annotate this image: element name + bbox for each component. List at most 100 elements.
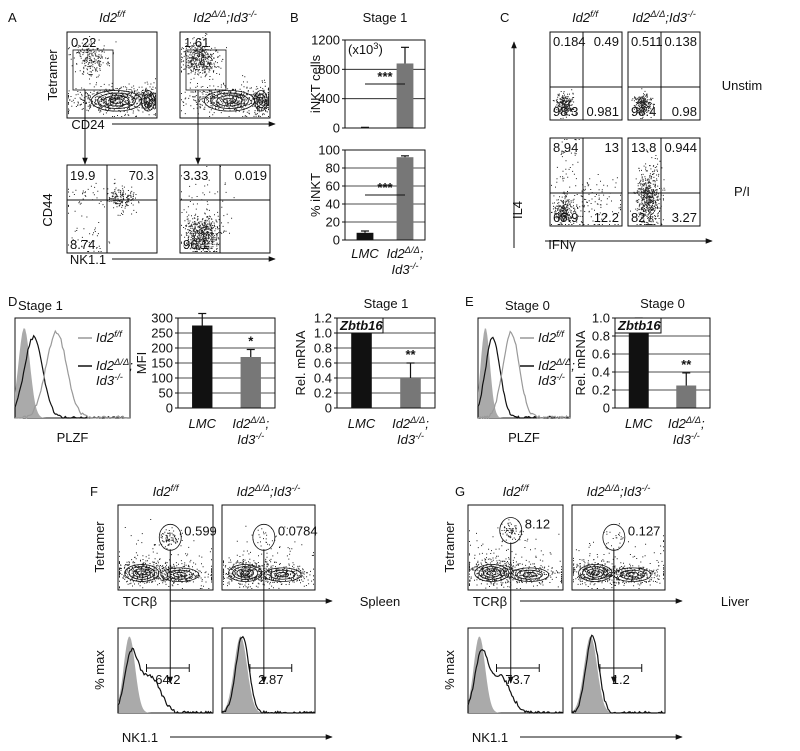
axis-label: TCRβ [473, 594, 507, 609]
text-run: ; [701, 416, 705, 431]
bar [628, 318, 649, 408]
density-contour [258, 96, 264, 105]
legend-label: Id2Δ/Δ; [96, 357, 133, 373]
superscript: Δ/Δ [254, 483, 270, 493]
text-run: ; [129, 358, 133, 373]
event-dots [631, 88, 655, 119]
density-contour [216, 95, 243, 107]
y-tick-label: 0.4 [314, 371, 332, 386]
x-tick-label: Id3-/- [237, 431, 264, 447]
superscript: f/f [590, 9, 599, 19]
control-histogram [15, 328, 130, 418]
superscript: 3 [373, 41, 378, 51]
event-dots [223, 525, 314, 589]
density-contour [578, 564, 613, 582]
event-dots [119, 519, 212, 589]
y-tick-label: 200 [151, 341, 173, 356]
text-run: Id3 [392, 262, 411, 277]
x-tick-label: Id3-/- [397, 431, 424, 447]
x-tick-label: Id2Δ/Δ; [392, 415, 429, 431]
axis-label: NK1.1 [472, 730, 508, 745]
y-tick-label: 0 [325, 401, 332, 416]
y-tick-label: 40 [326, 197, 340, 212]
text-run: Id2 [587, 484, 606, 499]
density-contour [222, 97, 237, 104]
panel-letter: D [8, 294, 17, 309]
flow-plot [179, 164, 271, 254]
quadrant-value: 19.9 [70, 168, 95, 183]
quadrant-value: 96.1 [183, 237, 208, 252]
text-run: Id2 [538, 358, 557, 373]
y-tick-label: 300 [151, 311, 173, 326]
quadrant-value: 0.981 [586, 104, 619, 119]
text-run: Id2 [538, 330, 557, 345]
text-run: Id2 [96, 358, 115, 373]
tissue-label: Spleen [360, 594, 400, 609]
text-run: ) [379, 42, 383, 57]
event-dots [552, 89, 577, 119]
superscript: Δ/Δ [113, 357, 129, 367]
density-contour [228, 564, 263, 582]
legend-label: Id3-/- [96, 372, 123, 388]
y-tick-label: 60 [326, 179, 340, 194]
y-tick-label: 0.8 [314, 341, 332, 356]
quadrant-value: 0.944 [664, 140, 697, 155]
superscript: -/- [255, 431, 264, 441]
panel-letter: C [500, 10, 509, 25]
y-tick-label: 20 [326, 215, 340, 230]
axis-label: IFNγ [548, 237, 576, 252]
annotation-box [336, 317, 384, 334]
quadrant-value: 0.184 [553, 34, 586, 49]
axis-label: PLZF [57, 430, 89, 445]
genotype-label: Id2Δ/Δ;Id3-/- [193, 9, 257, 25]
legend-label: Id2f/f [538, 329, 565, 345]
y-tick-label: 150 [151, 356, 173, 371]
superscript: -/- [114, 372, 123, 382]
y-tick-label: 100 [318, 143, 340, 158]
significance: ** [405, 347, 416, 362]
text-run: Id2 [503, 484, 522, 499]
x-tick-label: LMC [348, 416, 376, 431]
density-contour [590, 570, 600, 576]
panel-letter: F [90, 484, 98, 499]
bar [351, 333, 372, 408]
density-contour [236, 568, 255, 578]
annotation: (x103) [348, 41, 383, 57]
text-run: Id3 [538, 373, 557, 388]
quadrant-value: 3.27 [672, 210, 697, 225]
panel-letter: E [465, 294, 474, 309]
text-run: ;Id3 [620, 484, 642, 499]
axis-label: % max [92, 650, 107, 690]
text-run: Id2 [96, 330, 115, 345]
quadrant-value: 70.3 [129, 168, 154, 183]
density-contour [478, 566, 505, 580]
superscript: -/- [691, 431, 700, 441]
gate-value: 0.0784 [278, 523, 318, 538]
density-contour [173, 572, 187, 578]
density-contour [482, 568, 501, 578]
text-run: Id3 [673, 432, 692, 447]
axis-label: TCRβ [123, 594, 157, 609]
bar [676, 385, 697, 408]
density-contour [103, 95, 130, 107]
y-tick-label: 0 [333, 121, 340, 136]
y-axis-label: Rel. mRNA [293, 330, 308, 395]
tissue-label: Liver [721, 594, 750, 609]
axis-label: NK1.1 [70, 252, 106, 267]
control-histogram [478, 328, 570, 418]
y-axis-label: Rel. mRNA [573, 330, 588, 395]
sample-histogram [477, 336, 571, 419]
genotype-label: Id2f/f [572, 9, 599, 25]
bar [240, 357, 261, 408]
text-run: Id2 [387, 246, 406, 261]
superscript: Δ/Δ [555, 357, 571, 367]
plot-frame [344, 149, 426, 241]
density-contour [240, 570, 250, 576]
histogram-title: Stage 1 [18, 298, 63, 313]
text-run: Id2 [632, 10, 651, 25]
gate-value: 2.87 [258, 672, 283, 687]
text-run: Id3 [237, 432, 256, 447]
text-run: ;Id3 [270, 484, 292, 499]
superscript: -/- [292, 483, 301, 493]
axis-label: CD24 [71, 117, 104, 132]
